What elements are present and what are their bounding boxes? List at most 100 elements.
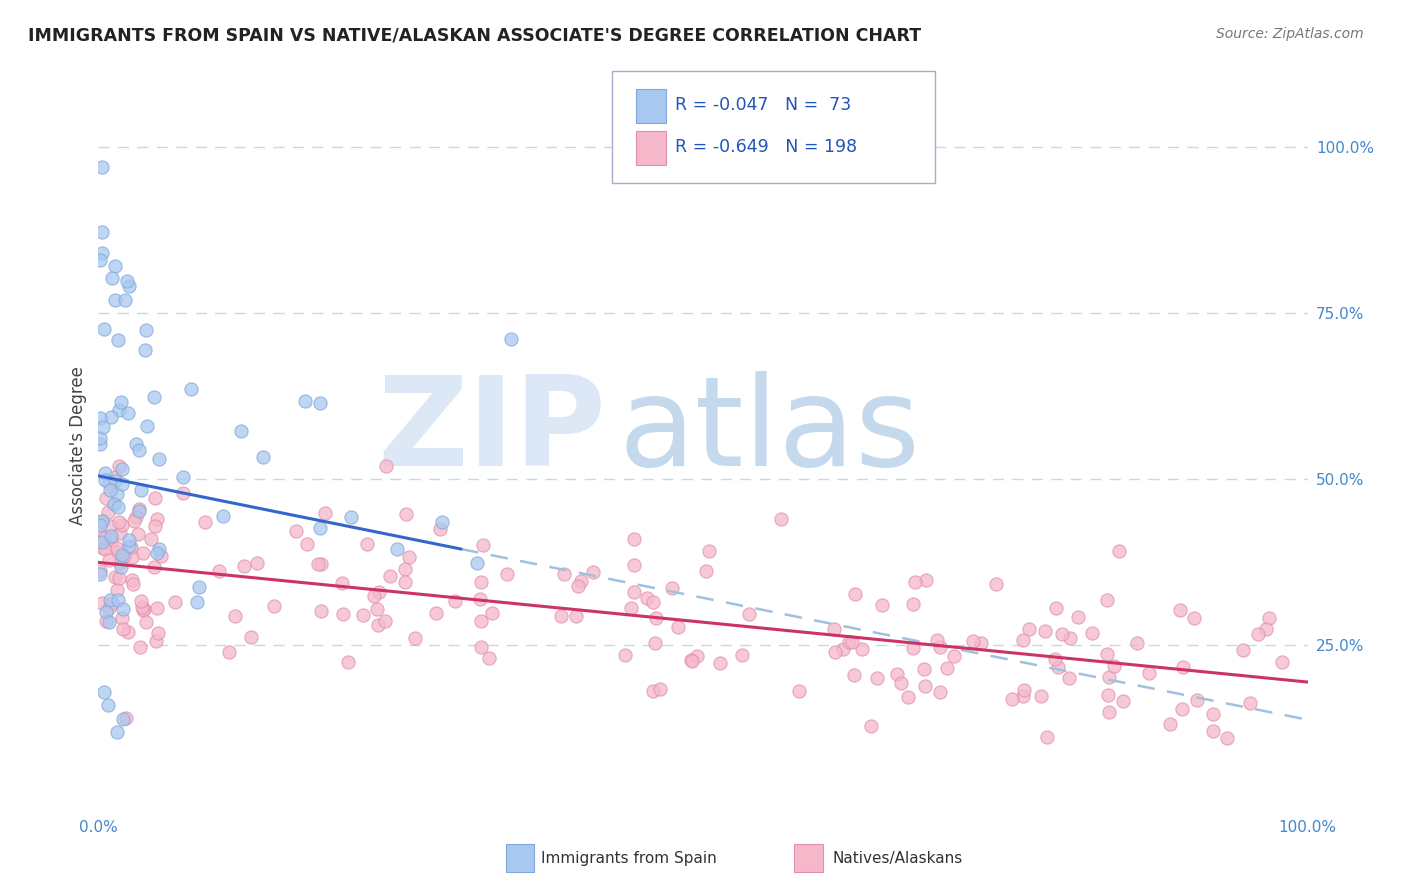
- Point: [121, 573, 143, 587]
- Point: [108, 403, 131, 417]
- Point: [1247, 627, 1270, 641]
- Point: [89, 567, 111, 582]
- Point: [91, 514, 114, 528]
- Point: [127, 527, 149, 541]
- Point: [499, 332, 522, 346]
- Point: [903, 574, 925, 589]
- Point: [97, 600, 120, 615]
- Point: [643, 684, 665, 698]
- Text: R = -0.649   N = 198: R = -0.649 N = 198: [675, 138, 858, 156]
- Point: [969, 636, 991, 650]
- Text: atlas: atlas: [619, 371, 921, 491]
- Point: [363, 589, 385, 603]
- Point: [172, 485, 194, 500]
- Point: [1029, 690, 1052, 704]
- Point: [645, 611, 668, 625]
- Point: [1170, 603, 1192, 617]
- Point: [394, 574, 416, 589]
- Point: [929, 685, 952, 699]
- Point: [1108, 544, 1130, 558]
- Point: [134, 343, 156, 357]
- Point: [1239, 696, 1261, 710]
- Point: [1185, 693, 1208, 707]
- Point: [367, 617, 389, 632]
- Point: [374, 615, 396, 629]
- Point: [1080, 626, 1102, 640]
- Point: [145, 634, 167, 648]
- Point: [143, 491, 166, 505]
- Point: [859, 719, 882, 733]
- Point: [1201, 724, 1223, 739]
- Point: [100, 409, 122, 424]
- Point: [380, 569, 402, 583]
- Point: [128, 504, 150, 518]
- Point: [110, 559, 132, 574]
- Point: [139, 532, 162, 546]
- Point: [425, 607, 447, 621]
- Point: [125, 509, 148, 524]
- Point: [1257, 610, 1279, 624]
- Point: [1036, 730, 1059, 744]
- Point: [430, 515, 453, 529]
- Point: [928, 640, 950, 655]
- Point: [91, 419, 114, 434]
- Point: [1216, 731, 1239, 745]
- Point: [844, 668, 866, 682]
- Point: [104, 570, 127, 584]
- Point: [145, 512, 167, 526]
- Point: [89, 528, 111, 542]
- Point: [111, 623, 134, 637]
- Point: [125, 437, 148, 451]
- Point: [93, 685, 115, 699]
- Point: [163, 595, 186, 609]
- Text: Source: ZipAtlas.com: Source: ZipAtlas.com: [1216, 27, 1364, 41]
- Point: [105, 487, 128, 501]
- Point: [105, 541, 128, 555]
- Point: [309, 396, 332, 410]
- Point: [98, 553, 121, 567]
- Point: [111, 548, 134, 562]
- Point: [429, 522, 451, 536]
- Point: [89, 431, 111, 445]
- Point: [115, 711, 138, 725]
- Point: [340, 510, 363, 524]
- Point: [105, 725, 128, 739]
- Point: [94, 474, 117, 488]
- Point: [824, 645, 846, 659]
- Point: [915, 573, 938, 587]
- Point: [110, 395, 132, 409]
- Point: [284, 524, 307, 538]
- Point: [395, 507, 418, 521]
- Point: [111, 462, 134, 476]
- Point: [94, 542, 117, 557]
- Point: [1232, 643, 1254, 657]
- Point: [104, 260, 127, 274]
- Point: [142, 390, 165, 404]
- Point: [886, 667, 908, 681]
- Point: [131, 594, 153, 608]
- Point: [111, 517, 134, 532]
- Point: [143, 559, 166, 574]
- Point: [135, 323, 157, 337]
- Point: [108, 556, 131, 570]
- Text: IMMIGRANTS FROM SPAIN VS NATIVE/ALASKAN ASSOCIATE'S DEGREE CORRELATION CHART: IMMIGRANTS FROM SPAIN VS NATIVE/ALASKAN …: [28, 27, 921, 45]
- Point: [470, 574, 492, 589]
- Point: [121, 549, 143, 564]
- Point: [117, 625, 139, 640]
- Point: [314, 506, 336, 520]
- Point: [224, 608, 246, 623]
- Point: [914, 679, 936, 693]
- Point: [122, 577, 145, 591]
- Point: [98, 593, 121, 607]
- Point: [686, 648, 709, 663]
- Point: [1050, 626, 1073, 640]
- Point: [107, 500, 129, 515]
- Point: [212, 508, 235, 523]
- Point: [1046, 660, 1069, 674]
- Point: [472, 538, 495, 552]
- Point: [1159, 717, 1181, 731]
- Point: [111, 611, 134, 625]
- Point: [697, 544, 720, 558]
- Point: [107, 334, 129, 348]
- Point: [851, 642, 873, 657]
